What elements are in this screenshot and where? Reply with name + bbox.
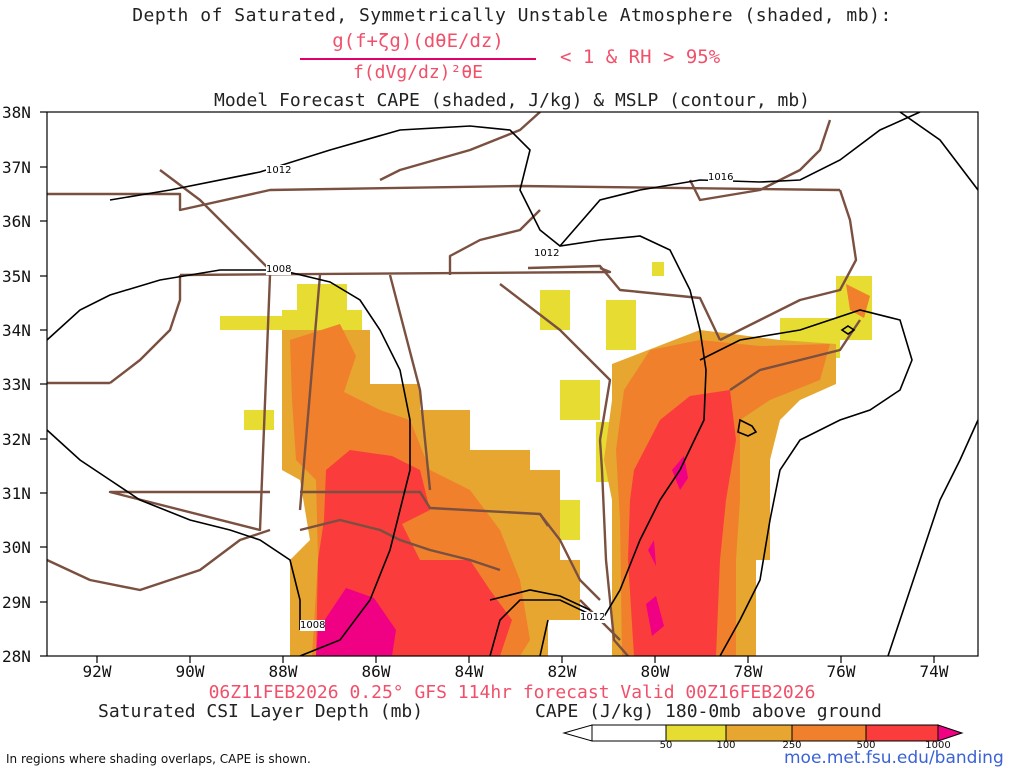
overlap-note: In regions where shading overlaps, CAPE …: [6, 752, 311, 766]
lat-label: 29N: [2, 593, 31, 612]
isobar-label: 1012: [580, 612, 606, 623]
csi-legend-label: Saturated CSI Layer Depth (mb): [98, 701, 424, 722]
lon-label: 84W: [454, 662, 484, 681]
isobar-label: 1012: [534, 248, 560, 259]
fraction-bar: [300, 58, 536, 60]
lat-label: 37N: [2, 158, 31, 177]
lon-label: 78W: [733, 662, 763, 681]
isobar-label: 1008: [300, 620, 326, 631]
colorbar-label: 50: [659, 740, 673, 751]
csi-numerator: g(f+ζg)(dθE/dz): [332, 30, 504, 52]
lat-label: 34N: [2, 321, 31, 340]
csi-denominator: f(dVg/dz)²θE: [352, 62, 484, 83]
mslp-contours: [47, 112, 978, 656]
colorbar-label: 500: [856, 740, 876, 751]
isobar-label: 1008: [266, 264, 292, 275]
shading-layer: [220, 262, 872, 656]
lon-label: 80W: [640, 662, 670, 681]
lat-label: 36N: [2, 212, 31, 231]
lon-label: 92W: [82, 662, 112, 681]
isobar-label: 1012: [266, 165, 292, 176]
lon-label: 86W: [361, 662, 391, 681]
colorbar-label: 100: [716, 740, 736, 751]
lat-label: 30N: [2, 538, 31, 557]
cape-legend-label: CAPE (J/kg) 180-0mb above ground: [535, 701, 882, 722]
lon-label: 76W: [826, 662, 856, 681]
cape-1000-shading: [316, 456, 688, 656]
state-borders: [47, 112, 861, 656]
colorbar-label: 250: [782, 740, 802, 751]
lat-label: 33N: [2, 375, 31, 394]
lon-label: 90W: [175, 662, 205, 681]
isobar-label: 1016: [708, 172, 734, 183]
lat-label: 31N: [2, 484, 31, 503]
map-subtitle: Model Forecast CAPE (shaded, J/kg) & MSL…: [213, 90, 811, 111]
lat-label: 38N: [2, 103, 31, 122]
website-link[interactable]: moe.met.fsu.edu/banding: [784, 748, 1004, 768]
map-title: Depth of Saturated, Symmetrically Unstab…: [132, 5, 892, 26]
valid-time: 06Z11FEB2026 0.25° GFS 114hr forecast Va…: [208, 682, 816, 703]
lat-label: 32N: [2, 430, 31, 449]
lon-label: 82W: [547, 662, 577, 681]
axis-ticks: [40, 111, 935, 663]
lon-label: 88W: [268, 662, 298, 681]
lon-label: 74W: [919, 662, 949, 681]
colorbar-label: 1000: [925, 740, 951, 751]
lat-label: 28N: [2, 647, 31, 666]
colorbar: [562, 724, 964, 742]
lat-label: 35N: [2, 267, 31, 286]
csi-condition: < 1 & RH > 95%: [560, 46, 721, 68]
